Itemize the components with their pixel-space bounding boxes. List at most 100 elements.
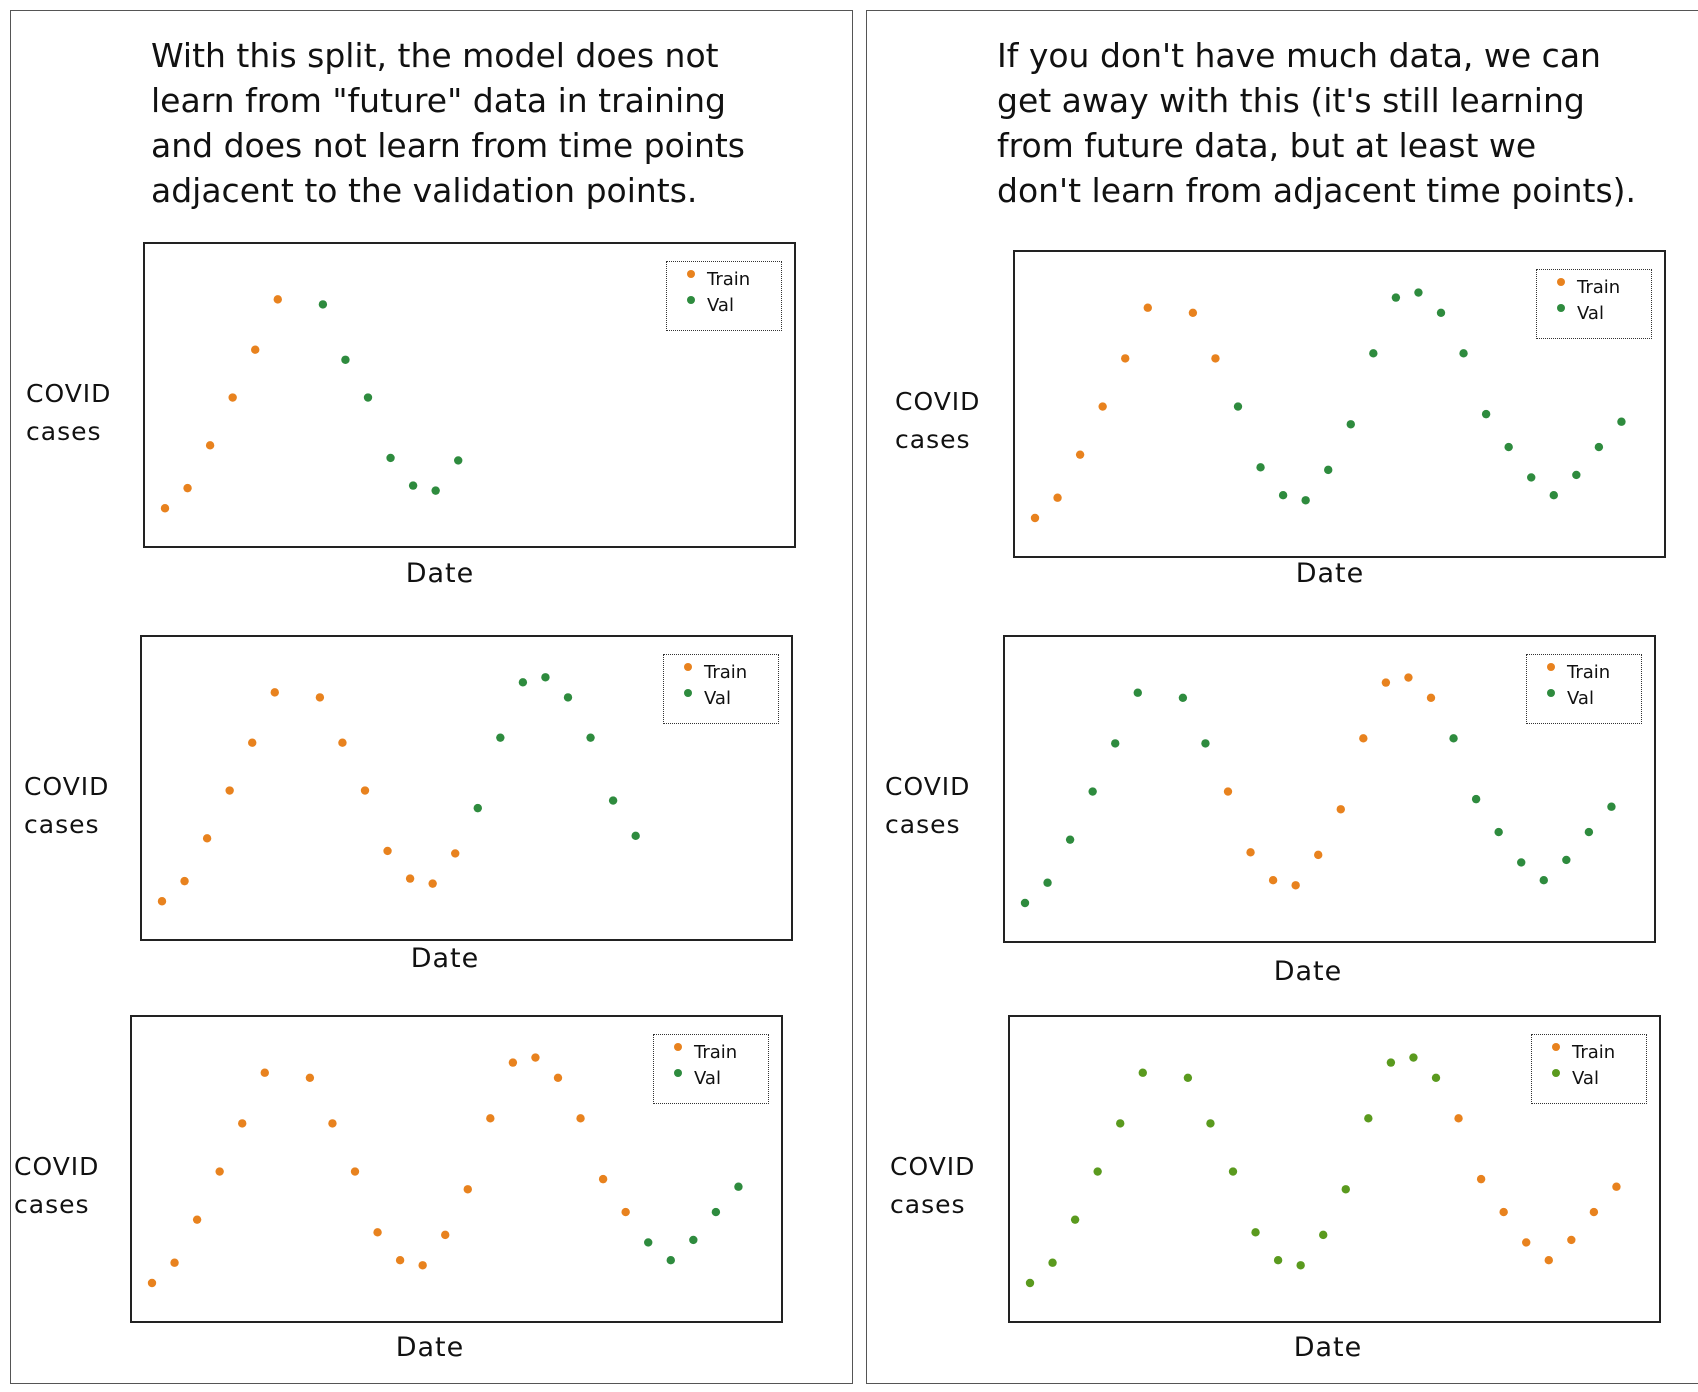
train-point bbox=[1454, 1114, 1463, 1123]
val-point bbox=[711, 1207, 721, 1217]
train-point bbox=[395, 1256, 405, 1265]
val-point bbox=[408, 481, 418, 490]
y-axis-label: COVID cases bbox=[24, 772, 110, 839]
val-point bbox=[341, 355, 350, 364]
x-axis-label: Date bbox=[410, 943, 480, 974]
scatter-plot bbox=[1020, 673, 1616, 908]
train-point bbox=[350, 1167, 360, 1176]
train-point bbox=[170, 1258, 179, 1267]
val-point bbox=[1386, 1058, 1396, 1067]
legend-label: Train bbox=[1572, 1042, 1616, 1063]
legend-marker bbox=[1552, 1043, 1560, 1051]
train-point bbox=[428, 879, 437, 888]
val-point bbox=[1481, 409, 1491, 419]
val-point bbox=[1025, 1278, 1035, 1288]
legend-marker bbox=[1557, 304, 1565, 312]
train-point bbox=[1589, 1207, 1599, 1217]
train-point bbox=[1143, 303, 1152, 312]
val-point bbox=[1183, 1073, 1193, 1082]
caption-line: get away with this (it's still learning bbox=[997, 81, 1585, 120]
train-point bbox=[260, 1068, 269, 1077]
val-point bbox=[518, 678, 528, 687]
train-point bbox=[183, 483, 192, 493]
val-point bbox=[1414, 288, 1423, 297]
train-point bbox=[451, 849, 460, 858]
left-panel: With this split, the model does not lear… bbox=[10, 10, 853, 1384]
legend: Train Val bbox=[663, 654, 779, 724]
plot-area: Train Val bbox=[140, 635, 793, 941]
train-point bbox=[1404, 673, 1413, 682]
legend-marker bbox=[687, 270, 695, 278]
x-axis-label: Date bbox=[1293, 1332, 1363, 1363]
train-point bbox=[315, 693, 325, 702]
plot-area: Train Val bbox=[130, 1015, 783, 1323]
legend-label: Val bbox=[1567, 688, 1594, 709]
val-point bbox=[586, 733, 595, 742]
legend-label: Val bbox=[1577, 303, 1604, 324]
train-point bbox=[373, 1228, 382, 1237]
legend-val: Val bbox=[687, 294, 734, 318]
train-point bbox=[1522, 1238, 1531, 1247]
val-point bbox=[1256, 463, 1265, 472]
train-point bbox=[270, 688, 279, 697]
legend-label: Val bbox=[704, 688, 731, 709]
train-point bbox=[205, 441, 215, 450]
y-axis-label: COVID cases bbox=[14, 1152, 100, 1219]
val-point bbox=[666, 1256, 675, 1265]
train-point bbox=[576, 1114, 585, 1123]
scatter-plot bbox=[157, 673, 640, 906]
train-point bbox=[1567, 1235, 1576, 1245]
x-axis-label: Date bbox=[1273, 956, 1343, 987]
val-point bbox=[1043, 878, 1052, 887]
legend-train: Train bbox=[1557, 276, 1620, 300]
train-point bbox=[180, 876, 189, 886]
train-point bbox=[1030, 513, 1040, 523]
train-point bbox=[621, 1207, 630, 1217]
legend-val: Val bbox=[674, 1067, 721, 1091]
val-point bbox=[473, 803, 482, 813]
legend-val: Val bbox=[1552, 1067, 1599, 1091]
val-point bbox=[1584, 827, 1594, 837]
train-point bbox=[228, 393, 237, 402]
legend-marker bbox=[674, 1069, 682, 1077]
val-point bbox=[1065, 835, 1075, 844]
val-point bbox=[1138, 1068, 1147, 1077]
val-point bbox=[1206, 1119, 1215, 1128]
plot-area: Train Val bbox=[1008, 1015, 1661, 1323]
caption-line: and does not learn from time points bbox=[151, 126, 745, 165]
train-point bbox=[202, 834, 212, 843]
y-axis-label: COVID cases bbox=[890, 1152, 976, 1219]
train-point bbox=[1268, 876, 1278, 885]
plot-area: Train Val bbox=[143, 242, 796, 548]
legend-label: Val bbox=[707, 295, 734, 316]
train-point bbox=[251, 345, 260, 354]
legend-label: Val bbox=[694, 1068, 721, 1089]
val-point bbox=[1319, 1230, 1328, 1240]
val-point bbox=[1391, 293, 1401, 302]
val-point bbox=[631, 831, 640, 841]
scatter-plot bbox=[147, 1053, 743, 1288]
val-point bbox=[1369, 349, 1378, 358]
caption-line: adjacent to the validation points. bbox=[151, 171, 698, 210]
val-point bbox=[1201, 739, 1210, 748]
val-point bbox=[1301, 496, 1310, 505]
train-point bbox=[225, 786, 234, 795]
caption-line: from future data, but at least we bbox=[997, 126, 1537, 165]
legend-marker bbox=[1547, 689, 1555, 697]
legend-label: Val bbox=[1572, 1068, 1599, 1089]
legend-label: Train bbox=[707, 269, 751, 290]
val-point bbox=[318, 300, 328, 309]
legend-marker bbox=[1557, 278, 1565, 286]
train-point bbox=[1223, 787, 1233, 796]
val-point bbox=[363, 393, 373, 402]
train-point bbox=[508, 1058, 518, 1067]
train-point bbox=[360, 786, 370, 795]
val-point bbox=[1111, 739, 1120, 748]
val-point bbox=[1273, 1256, 1283, 1265]
val-point bbox=[1607, 802, 1616, 811]
val-point bbox=[1436, 308, 1446, 317]
plot-area: Train Val bbox=[1013, 250, 1666, 558]
left-caption: With this split, the model does not lear… bbox=[151, 33, 745, 213]
val-point bbox=[1364, 1114, 1373, 1123]
caption-line: don't learn from adjacent time points). bbox=[997, 171, 1637, 210]
